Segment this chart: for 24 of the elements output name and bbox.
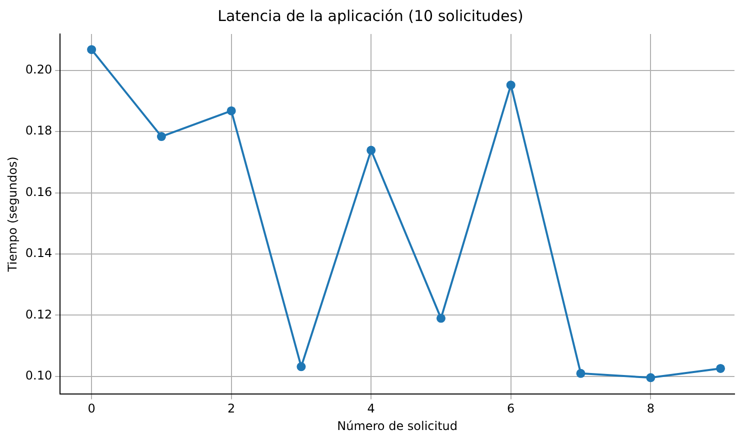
point — [366, 146, 376, 155]
point — [716, 364, 726, 373]
x-axis-title: Número de solicitud — [337, 418, 458, 433]
point — [576, 368, 586, 378]
point — [87, 45, 96, 54]
chart-title: Latencia de la aplicación (10 solicitudes) — [218, 6, 524, 25]
x-tick-label: 4 — [367, 402, 375, 416]
x-tick-label: 6 — [507, 402, 515, 416]
point — [156, 132, 166, 142]
point — [506, 80, 516, 90]
point — [646, 373, 656, 382]
point — [296, 362, 306, 372]
x-tick-label: 8 — [646, 402, 654, 416]
point — [436, 314, 446, 323]
y-tick-label: 0.16 — [25, 184, 52, 199]
point — [226, 106, 236, 116]
y-tick-label: 0.20 — [25, 62, 52, 77]
x-tick-label: 2 — [228, 402, 236, 416]
y-tick-label: 0.14 — [25, 246, 52, 260]
y-axis-title: Tiempo (segundos) — [5, 156, 20, 273]
y-tick-label: 0.12 — [25, 307, 52, 322]
x-tick-label: 0 — [88, 402, 96, 416]
y-tick-label: 0.18 — [25, 124, 52, 138]
y-tick-label: 0.10 — [25, 368, 52, 383]
